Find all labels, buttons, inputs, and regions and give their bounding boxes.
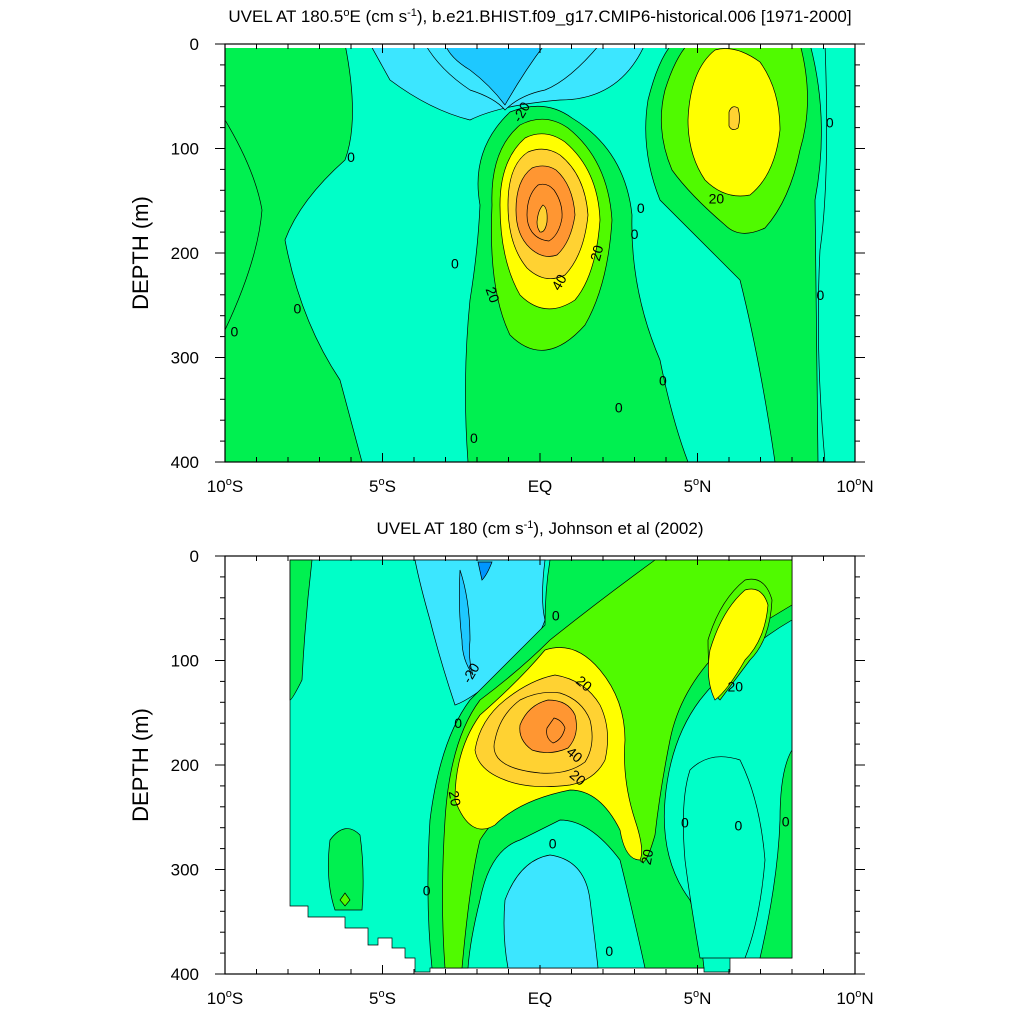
contour-label: 20 — [587, 243, 607, 262]
x-tick-label: 10oS — [207, 476, 243, 496]
x-tick-label: 5oN — [684, 988, 712, 1008]
y-tick-label: 0 — [190, 35, 199, 54]
contour-label: 0 — [347, 149, 355, 165]
contour-label: 20 — [728, 679, 744, 695]
y-tick-label: 100 — [171, 140, 199, 159]
contour-region-nec-30 — [728, 106, 740, 130]
y-tick-label: 300 — [171, 861, 199, 880]
contour-label: 0 — [782, 813, 790, 829]
contour-label: 0 — [231, 323, 239, 339]
contour-region-east-eastward — [759, 620, 793, 959]
x-tick-label: 10oN — [836, 988, 873, 1008]
contour-region-east-westward — [817, 44, 855, 462]
contour-region-west-deep-core — [339, 892, 351, 907]
x-tick-label: 5oS — [369, 988, 396, 1008]
y-axis-label: DEPTH (m) — [128, 196, 153, 310]
contour-label: 0 — [816, 287, 824, 303]
contour-label: 0 — [294, 300, 302, 316]
y-tick-label: 300 — [171, 349, 199, 368]
y-tick-label: 100 — [171, 652, 199, 671]
contour-label: 0 — [631, 226, 639, 242]
contour-label: 20 — [446, 789, 464, 807]
contour-label: 0 — [451, 255, 459, 271]
contour-region-east-westward — [683, 756, 766, 959]
contour-label: 0 — [659, 372, 667, 388]
x-tick-label: 10oN — [836, 476, 873, 496]
contour-label: 0 — [615, 400, 623, 416]
x-tick-label: EQ — [528, 477, 553, 496]
contour-label: 0 — [423, 882, 431, 898]
contour-region-west-eastward — [289, 559, 313, 701]
contour-region-euc-core — [536, 204, 548, 233]
x-tick-label: EQ — [528, 989, 553, 1008]
contour-label: 0 — [637, 200, 645, 216]
chart-title-obs: UVEL AT 180 (cm s-1), Johnson et al (200… — [377, 519, 704, 538]
panel-observations: UVEL AT 180 (cm s-1), Johnson et al (200… — [128, 519, 874, 1008]
y-tick-label: 200 — [171, 244, 199, 263]
contour-label: 0 — [549, 835, 557, 851]
x-tick-label: 5oN — [684, 476, 712, 496]
contour-label: 20 — [483, 285, 503, 305]
contour-label: 0 — [552, 608, 560, 624]
contour-region-west-core — [225, 119, 263, 331]
y-tick-label: 400 — [171, 965, 199, 984]
contour-region-westward-max — [444, 44, 546, 106]
y-axis-label: DEPTH (m) — [128, 708, 153, 822]
contour-region-nec-20 — [708, 588, 769, 701]
y-tick-label: 200 — [171, 756, 199, 775]
contour-label: 20 — [638, 848, 656, 866]
contour-region-euc-core — [546, 717, 566, 744]
contour-region-westward-core — [458, 569, 474, 676]
contour-label: 0 — [681, 814, 689, 830]
contour-label: 0 — [605, 943, 613, 959]
chart-title-model: UVEL AT 180.5oE (cm s-1), b.e21.BHIST.f0… — [228, 7, 851, 26]
y-tick-label: 0 — [190, 547, 199, 566]
contour-label: 0 — [735, 818, 743, 834]
contour-region-westward-surface — [414, 559, 546, 706]
x-tick-label: 10oS — [207, 988, 243, 1008]
y-tick-label: 400 — [171, 453, 199, 472]
contour-fill-obs — [289, 559, 793, 973]
contour-label: 20 — [709, 191, 725, 207]
contour-label: 40 — [548, 271, 570, 293]
contour-region-westward-surface-core — [477, 561, 493, 581]
x-tick-label: 5oS — [369, 476, 396, 496]
contour-fill-model — [225, 44, 855, 462]
contour-label: 0 — [454, 715, 462, 731]
contour-region-west-deep — [327, 828, 364, 911]
contour-label: 0 — [470, 430, 478, 446]
contour-region-deep-westward — [503, 854, 599, 969]
panel-model: UVEL AT 180.5oE (cm s-1), b.e21.BHIST.f0… — [128, 7, 874, 496]
contour-region-west-eastward — [225, 44, 363, 462]
contour-label: 0 — [826, 114, 834, 130]
